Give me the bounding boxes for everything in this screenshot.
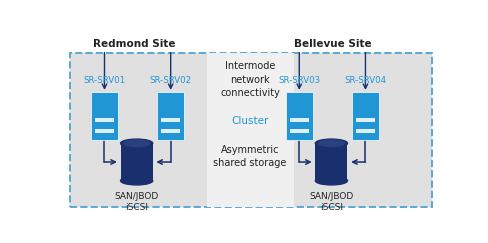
Ellipse shape xyxy=(121,176,153,185)
Text: Cluster: Cluster xyxy=(231,116,269,126)
FancyBboxPatch shape xyxy=(161,118,180,122)
Ellipse shape xyxy=(315,176,347,185)
Text: SR-SRV01: SR-SRV01 xyxy=(83,76,125,85)
FancyBboxPatch shape xyxy=(352,92,379,140)
Ellipse shape xyxy=(124,140,149,147)
FancyBboxPatch shape xyxy=(286,92,312,140)
Ellipse shape xyxy=(121,139,153,148)
FancyBboxPatch shape xyxy=(121,143,153,181)
FancyBboxPatch shape xyxy=(356,118,375,122)
Text: SAN/JBOD
iSCSI: SAN/JBOD iSCSI xyxy=(309,192,353,212)
FancyBboxPatch shape xyxy=(95,118,114,122)
FancyBboxPatch shape xyxy=(158,92,184,140)
FancyBboxPatch shape xyxy=(315,143,347,181)
Ellipse shape xyxy=(319,140,344,147)
FancyBboxPatch shape xyxy=(290,129,309,133)
Text: Intermode
network
connectivity: Intermode network connectivity xyxy=(220,61,280,98)
Text: Redmond Site: Redmond Site xyxy=(94,39,176,49)
Text: Bellevue Site: Bellevue Site xyxy=(294,39,372,49)
FancyBboxPatch shape xyxy=(161,129,180,133)
Text: SR-SRV02: SR-SRV02 xyxy=(150,76,192,85)
Text: SAN/JBOD
iSCSI: SAN/JBOD iSCSI xyxy=(115,192,159,212)
FancyBboxPatch shape xyxy=(356,129,375,133)
Text: SR-SRV03: SR-SRV03 xyxy=(278,76,320,85)
FancyBboxPatch shape xyxy=(95,129,114,133)
Ellipse shape xyxy=(315,139,347,148)
FancyBboxPatch shape xyxy=(91,92,118,140)
FancyBboxPatch shape xyxy=(290,118,309,122)
Text: Asymmetric
shared storage: Asymmetric shared storage xyxy=(213,145,287,168)
Text: SR-SRV04: SR-SRV04 xyxy=(345,76,386,85)
FancyBboxPatch shape xyxy=(70,53,431,207)
FancyBboxPatch shape xyxy=(206,53,294,207)
